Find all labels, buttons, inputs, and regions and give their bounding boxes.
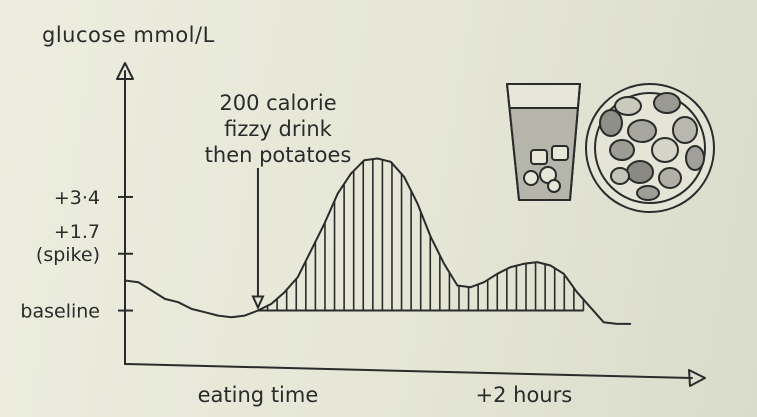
x-axis-label: +2 hours — [476, 383, 573, 407]
y-axis — [116, 62, 134, 365]
y-ticks: +3·4 +1.7(spike) baseline — [20, 187, 133, 323]
x-labels: eating time +2 hours — [198, 383, 573, 407]
y-tick-label: +1.7 — [54, 221, 100, 243]
annotation-text: then potatoes — [205, 143, 352, 167]
y-tick-label: +3·4 — [54, 187, 100, 209]
annotation-text: 200 calorie — [219, 91, 336, 115]
x-axis-label: eating time — [198, 383, 319, 407]
glucose-curve — [124, 157, 632, 325]
x-axis — [124, 363, 706, 387]
y-tick-label: (spike) — [36, 244, 100, 266]
potatoes-plate-icon — [585, 83, 715, 213]
annotation-arrow-head — [251, 295, 265, 310]
hatched-area — [257, 159, 585, 312]
annotation-text: fizzy drink — [224, 117, 332, 141]
fizzy-drink-glass-icon — [506, 83, 581, 201]
y-axis-title: glucose mmol/L — [42, 23, 215, 47]
y-tick-label: baseline — [20, 301, 100, 323]
